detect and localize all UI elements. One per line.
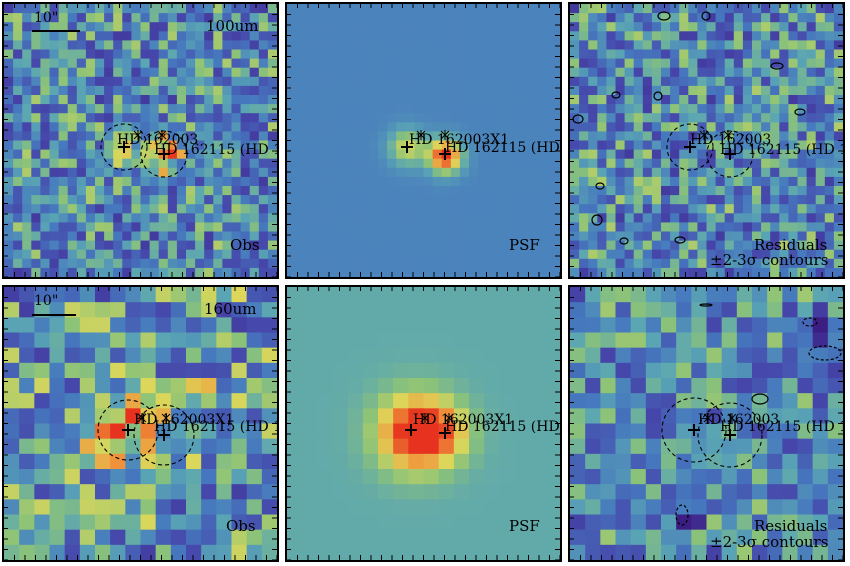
scale-bar	[32, 30, 80, 32]
panel-label: Residuals	[754, 517, 828, 535]
source-label-a: HD 162003X1	[134, 412, 235, 428]
panel-psf-160: PSF HD 162003X1 HD 162115 (HD 162	[285, 285, 562, 562]
source-label-c: HD 162115 (HD 162	[720, 142, 843, 158]
source-label-a: HD 162003	[690, 132, 772, 148]
source-label-a: HD 162003	[698, 412, 780, 428]
panel-label: Obs	[226, 517, 256, 535]
res-160-image	[570, 287, 843, 560]
panel-label: Residuals	[754, 236, 828, 254]
scale-label: 10"	[34, 293, 59, 309]
source-label-c: HD 162115 (HD 162	[720, 419, 843, 435]
obs-160-image	[4, 287, 277, 560]
psf-160-image	[287, 287, 560, 560]
panel-label: PSF	[509, 517, 540, 535]
panel-psf-100: PSF HD 162003X1 HD 162115 (HD 162	[285, 2, 562, 279]
panel-label: Obs	[230, 236, 260, 254]
panel-obs-100: 10" 100um Obs HD 162003 HD 162115 (HD 16…	[2, 2, 279, 279]
panel-label: PSF	[509, 236, 540, 254]
source-label-a: HD 162003X1	[413, 412, 514, 428]
scale-label: 10"	[34, 10, 59, 26]
band-label: 160um	[204, 300, 257, 318]
panel-res-160: Residuals ±2-3σ contours HD 162003 HD 16…	[568, 285, 845, 562]
band-label: 100um	[206, 17, 259, 35]
source-label-a: HD 162003	[117, 132, 199, 148]
source-label-c: HD 162115 (HD 162	[445, 140, 560, 156]
panel-res-100: Residuals ±2-3σ contours HD 162003 HD 16…	[568, 2, 845, 279]
panel-obs-160: 10" 160um Obs HD 162003X1 HD 162115 (HD …	[2, 285, 279, 562]
source-label-a: HD 162003X1	[409, 132, 510, 148]
source-label-c: HD 162115 (HD 162	[154, 142, 277, 158]
res-100-image	[570, 4, 843, 277]
obs-100-image	[4, 4, 277, 277]
psf-100-image	[287, 4, 560, 277]
panel-sublabel: ±2-3σ contours	[710, 533, 829, 551]
source-label-c: HD 162115 (HD 162	[154, 419, 277, 435]
scale-bar	[32, 314, 76, 316]
source-label-c: HD 162115 (HD 162	[445, 419, 560, 435]
panel-sublabel: ±2-3σ contours	[710, 251, 829, 269]
